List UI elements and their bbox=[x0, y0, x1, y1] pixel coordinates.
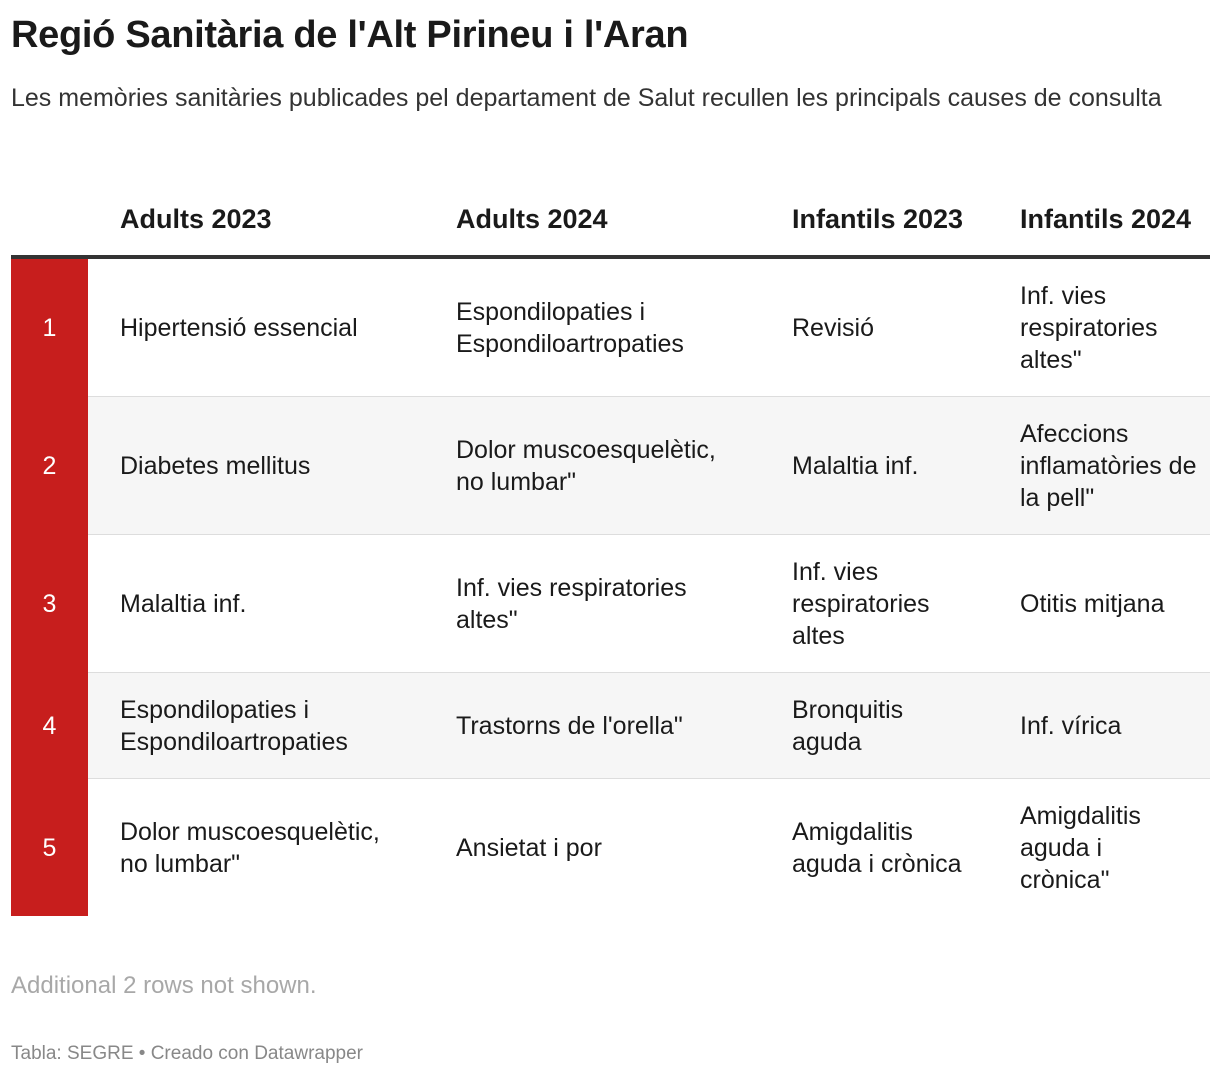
table-cell: Afeccions inflamatòries de la pell" bbox=[988, 396, 1210, 535]
table-cell: Dolor muscoesquelètic, no lumbar" bbox=[424, 396, 760, 535]
table-cell: Hipertensió essencial bbox=[88, 257, 424, 397]
table-cell: Malaltia inf. bbox=[88, 534, 424, 673]
table-cell: Amigdalitis aguda i crònica bbox=[760, 778, 988, 916]
table-row: 2 Diabetes mellitus Dolor muscoesquelèti… bbox=[11, 396, 1210, 535]
table-cell: Malaltia inf. bbox=[760, 396, 988, 535]
rows-hidden-note: Additional 2 rows not shown. bbox=[11, 972, 317, 999]
table-cell: Espondilopaties i Espondiloartropaties bbox=[88, 672, 424, 779]
header-rank bbox=[11, 195, 88, 259]
table-row: 3 Malaltia inf. Inf. vies respiratories … bbox=[11, 534, 1210, 673]
rank-cell: 1 bbox=[11, 257, 88, 397]
header-adults-2023: Adults 2023 bbox=[88, 195, 424, 259]
header-infantils-2023: Infantils 2023 bbox=[760, 195, 988, 259]
table-row: 1 Hipertensió essencial Espondilopaties … bbox=[11, 257, 1210, 397]
chart-title: Regió Sanitària de l'Alt Pirineu i l'Ara… bbox=[11, 14, 689, 56]
source-footer: Tabla: SEGRE • Creado con Datawrapper bbox=[11, 1043, 363, 1064]
table-cell: Dolor muscoesquelètic, no lumbar" bbox=[88, 778, 424, 916]
table-cell: Diabetes mellitus bbox=[88, 396, 424, 535]
table-cell: Inf. vírica bbox=[988, 672, 1210, 779]
table-cell: Inf. vies respiratories altes" bbox=[988, 257, 1210, 397]
table-row: 4 Espondilopaties i Espondiloartropaties… bbox=[11, 672, 1210, 779]
table-header-row: Adults 2023 Adults 2024 Infantils 2023 I… bbox=[11, 195, 1210, 259]
table-row: 5 Dolor muscoesquelètic, no lumbar" Ansi… bbox=[11, 778, 1210, 916]
table-cell: Espondilopaties i Espondiloartropaties bbox=[424, 257, 760, 397]
table-cell: Ansietat i por bbox=[424, 778, 760, 916]
table-cell: Otitis mitjana bbox=[988, 534, 1210, 673]
table-cell: Trastorns de l'orella" bbox=[424, 672, 760, 779]
rank-cell: 4 bbox=[11, 672, 88, 779]
table-cell: Revisió bbox=[760, 257, 988, 397]
rank-cell: 3 bbox=[11, 534, 88, 673]
header-adults-2024: Adults 2024 bbox=[424, 195, 760, 259]
rank-cell: 5 bbox=[11, 778, 88, 916]
table-cell: Bronquitis aguda bbox=[760, 672, 988, 779]
table-cell: Inf. vies respiratories altes" bbox=[424, 534, 760, 673]
table-cell: Amigdalitis aguda i crònica" bbox=[988, 778, 1210, 916]
table-cell: Inf. vies respiratories altes bbox=[760, 534, 988, 673]
data-table: Adults 2023 Adults 2024 Infantils 2023 I… bbox=[11, 195, 1210, 916]
chart-subtitle: Les memòries sanitàries publicades pel d… bbox=[11, 84, 1162, 112]
rank-cell: 2 bbox=[11, 396, 88, 535]
header-infantils-2024: Infantils 2024 bbox=[988, 195, 1210, 259]
